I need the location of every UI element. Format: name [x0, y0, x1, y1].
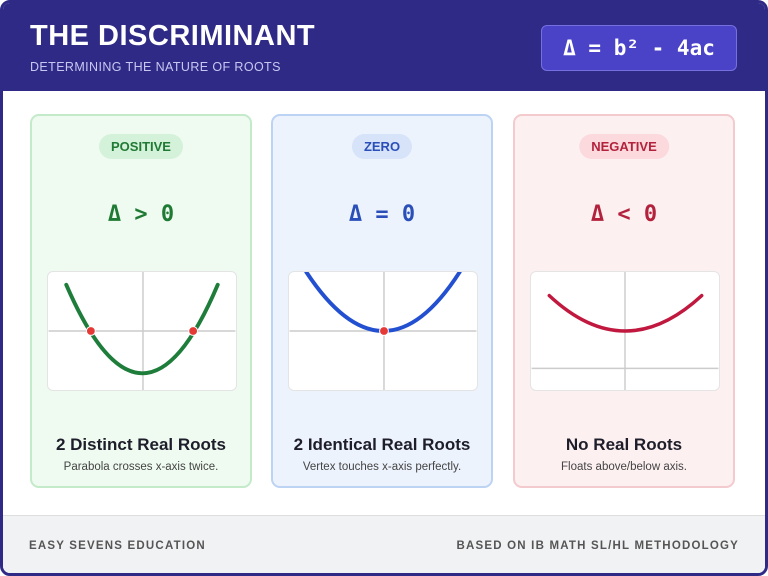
card-title: 2 Identical Real Roots: [293, 435, 471, 454]
header: THE DISCRIMINANT DETERMINING THE NATURE …: [3, 3, 765, 91]
footer-left: EASY SEVENS EDUCATION: [29, 540, 206, 552]
graph: [530, 271, 720, 391]
card-title: No Real Roots: [565, 435, 683, 454]
card-positive: POSITIVE Δ > 0 2 Distinct Real Roots Par…: [30, 114, 252, 488]
footer-right: BASED ON IB MATH SL/HL METHODOLOGY: [456, 540, 739, 552]
graph: [288, 271, 478, 391]
graph: [47, 271, 237, 391]
card-description: Parabola crosses x-axis twice.: [63, 461, 219, 473]
badge: POSITIVE: [99, 134, 183, 159]
expression: Δ = 0: [348, 202, 416, 227]
badge: ZERO: [351, 134, 413, 159]
card-description: Floats above/below axis.: [561, 461, 687, 473]
title: THE DISCRIMINANT: [30, 20, 316, 52]
expression: Δ < 0: [590, 202, 658, 227]
footer: EASY SEVENS EDUCATION BASED ON IB MATH S…: [3, 515, 765, 573]
card-negative: NEGATIVE Δ < 0 No Real Roots Floats abov…: [513, 114, 735, 488]
subtitle: DETERMINING THE NATURE OF ROOTS: [30, 60, 281, 74]
badge: NEGATIVE: [579, 134, 669, 159]
formula: Δ = b² - 4ac: [541, 25, 737, 71]
card-title: 2 Distinct Real Roots: [55, 435, 227, 454]
card-zero: ZERO Δ = 0 2 Identical Real Roots Vertex…: [271, 114, 493, 488]
card-description: Vertex touches x-axis perfectly.: [302, 461, 462, 473]
expression: Δ > 0: [107, 202, 175, 227]
